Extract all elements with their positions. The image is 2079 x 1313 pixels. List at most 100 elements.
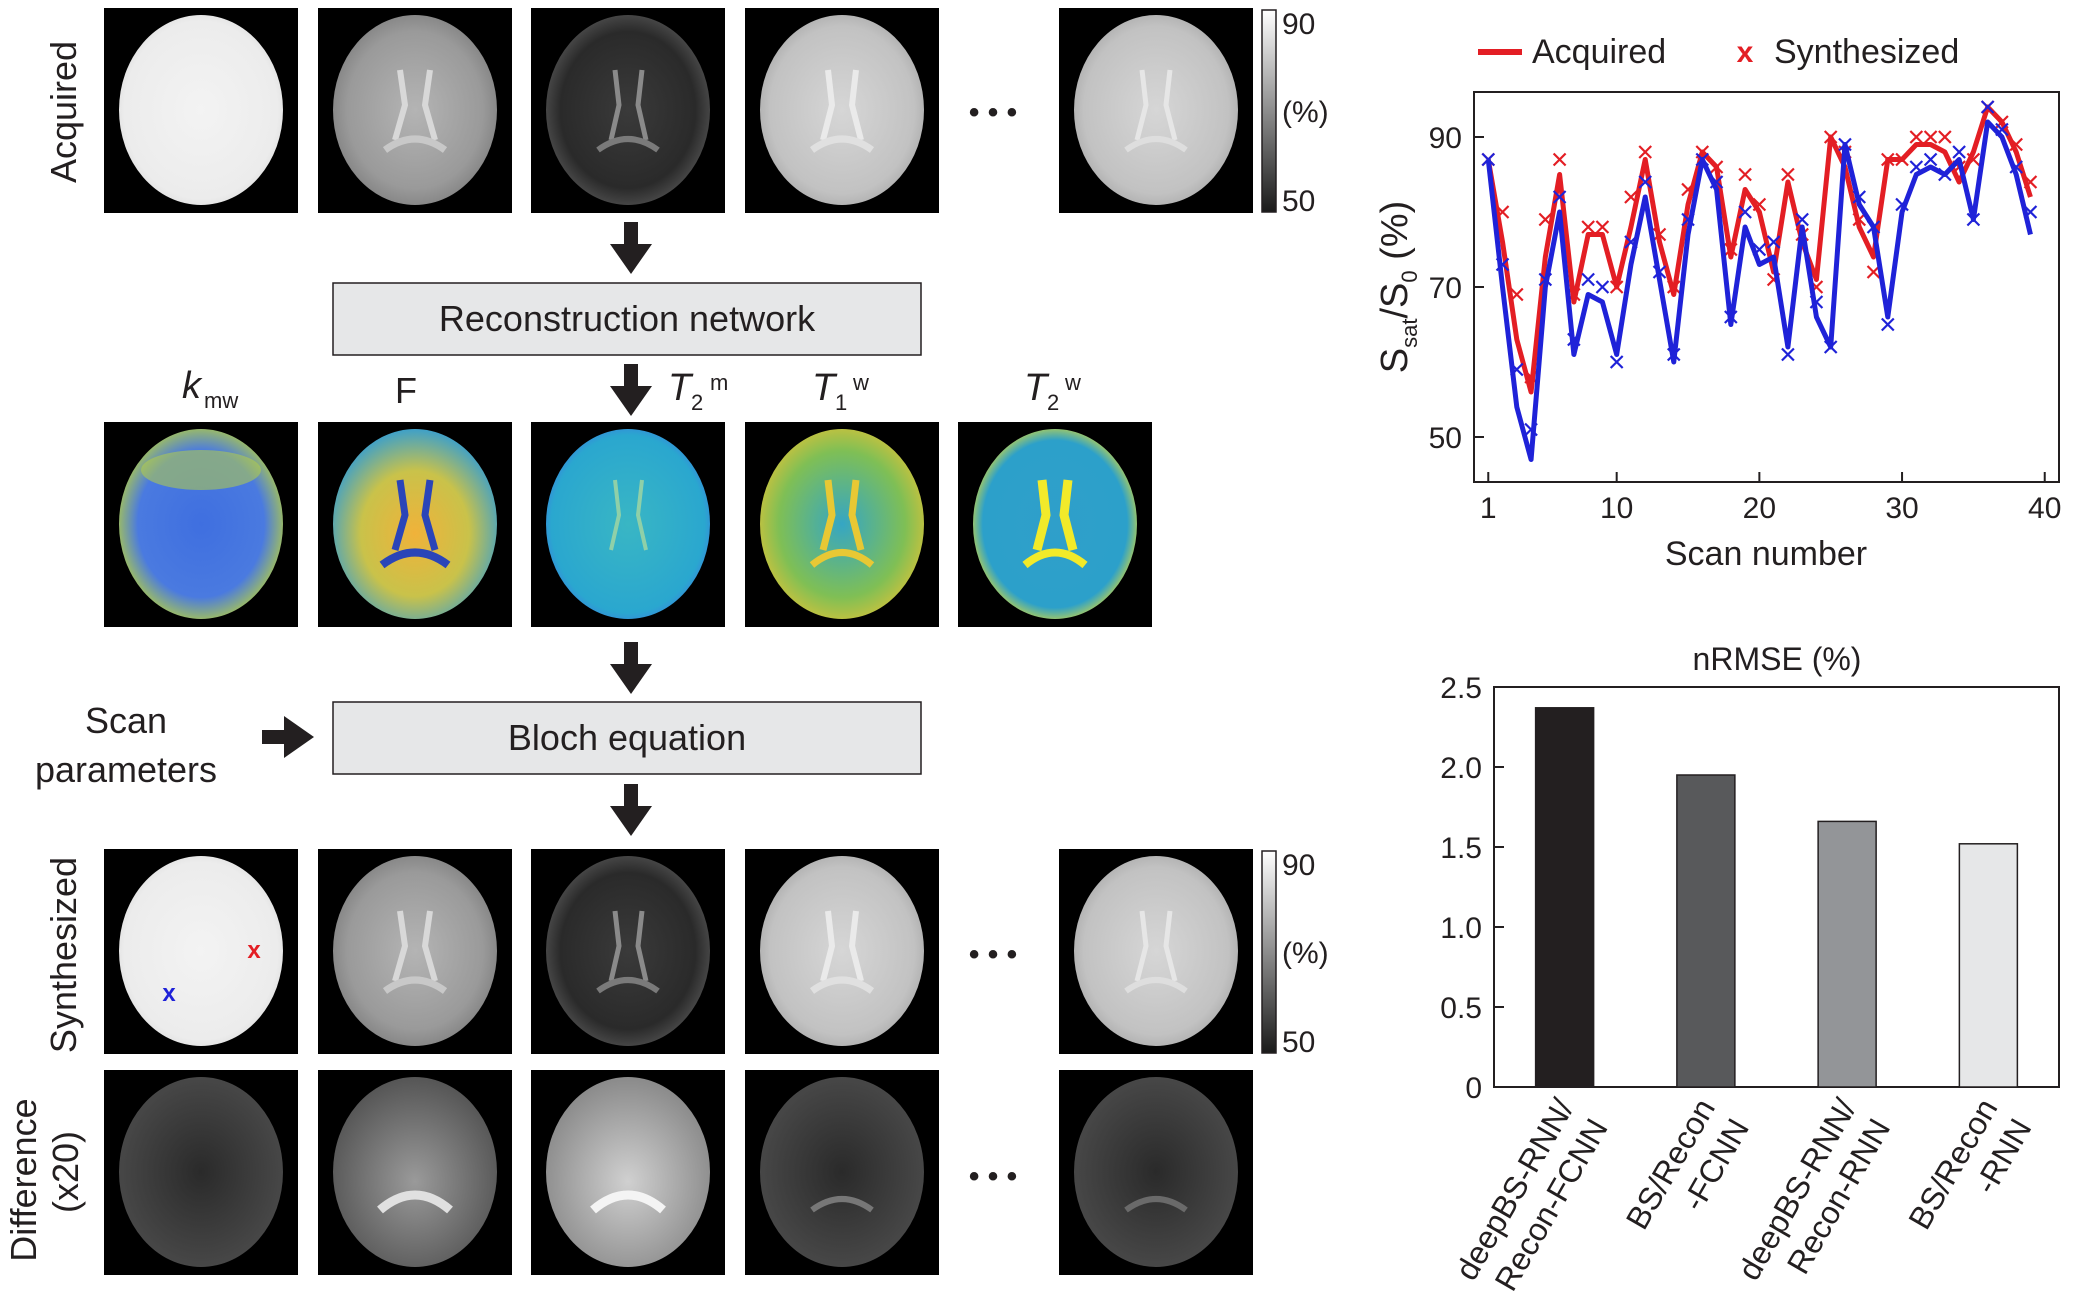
flow-arrow-2 xyxy=(610,364,652,416)
series-point xyxy=(1638,175,1652,189)
line-series-2 xyxy=(1485,119,2033,462)
bar-ytick-label: 0.5 xyxy=(1440,992,1482,1025)
series-point xyxy=(1681,212,1695,227)
series-point xyxy=(2009,137,2023,152)
line-chart-yticks: 50 70 90 xyxy=(1429,122,1484,455)
series-point xyxy=(1609,280,1624,294)
colorbar-unit: (%) xyxy=(1282,96,1329,129)
acquired-image-3 xyxy=(531,8,725,213)
series-point xyxy=(1995,122,2009,137)
series-point xyxy=(1595,280,1610,294)
bar-1 xyxy=(1676,774,1736,1088)
series-point xyxy=(1738,205,1752,219)
series-point xyxy=(1809,295,1824,309)
series-point xyxy=(1909,130,1924,144)
series-point xyxy=(1766,235,1781,249)
line-chart-series xyxy=(1481,100,2038,462)
difference-row: • • • xyxy=(104,1070,1253,1275)
series-point xyxy=(1624,190,1638,204)
series-point xyxy=(1881,317,1895,332)
line-xtick-label: 30 xyxy=(1885,492,1918,525)
series-line xyxy=(1485,119,2033,462)
bar-3 xyxy=(1958,843,2019,1088)
bar-chart-frame xyxy=(1493,686,2060,1088)
param-label-kmw: k mw xyxy=(182,365,238,413)
series-point xyxy=(1681,182,1695,197)
T2w-superscript: w xyxy=(1064,370,1081,395)
line-xtick-label: 10 xyxy=(1600,492,1633,525)
series-point xyxy=(1980,100,1995,114)
series-point xyxy=(1538,212,1553,227)
acquired-ellipsis: • • • xyxy=(969,96,1017,129)
acquired-image-2 xyxy=(318,8,512,213)
bar-chart-bars xyxy=(1534,707,2019,1088)
T1w-subscript: 1 xyxy=(835,390,847,415)
series-point xyxy=(1567,332,1581,347)
line-chart-ylabel: Ssat/S0 (%) xyxy=(1374,201,1422,374)
series-point xyxy=(1552,190,1567,204)
series-point xyxy=(1823,340,1838,354)
line-chart-legend: Acquired x Synthesized xyxy=(1478,33,1959,71)
red-marker: x xyxy=(247,937,261,964)
series-point xyxy=(2009,160,2023,174)
series-line xyxy=(1485,104,2033,395)
series-point xyxy=(1724,310,1738,324)
line-series-3 xyxy=(1481,100,2038,437)
series-point xyxy=(1952,145,1966,159)
bar-chart-title: nRMSE (%) xyxy=(1693,641,1862,677)
series-point xyxy=(1738,167,1752,182)
series-point xyxy=(1895,197,1909,212)
flow-arrow-4 xyxy=(610,784,652,836)
difference-image-2 xyxy=(318,1070,512,1275)
synthesized-image-3 xyxy=(531,849,725,1054)
series-point xyxy=(1881,152,1895,167)
reconstruction-network-label: Reconstruction network xyxy=(439,298,816,339)
series-point xyxy=(1838,137,1852,152)
row-label-synthesized: Synthesized xyxy=(43,857,84,1053)
bar-2 xyxy=(1817,820,1877,1088)
scan-parameters-line2: parameters xyxy=(35,749,217,790)
line-series-0 xyxy=(1485,104,2033,395)
T2m-map xyxy=(531,422,725,627)
synthesized-image-4 xyxy=(745,849,939,1054)
synthesized-image-1: x x xyxy=(104,849,298,1054)
flow-arrow-3 xyxy=(610,642,652,694)
series-point xyxy=(1524,422,1538,437)
param-label-T2w: T 2 w xyxy=(1024,367,1081,415)
legend-synthesized-label: Synthesized xyxy=(1774,33,1959,71)
T1w-map xyxy=(745,422,939,627)
ylabel-unit: (%) xyxy=(1374,201,1416,271)
series-point xyxy=(1652,227,1667,242)
T1w-superscript: w xyxy=(852,370,869,395)
bar-ytick-label: 1.0 xyxy=(1440,912,1482,945)
difference-ellipsis: • • • xyxy=(969,1160,1017,1193)
bloch-equation-box: Bloch equation xyxy=(332,701,922,775)
series-point xyxy=(1752,197,1767,212)
T2w-map xyxy=(958,422,1152,627)
reconstruction-network-box: Reconstruction network xyxy=(332,282,922,356)
line-ytick-label: 70 xyxy=(1429,272,1462,305)
synthesized-colorbar: 90 (%) 50 xyxy=(1261,849,1329,1059)
bar-ytick-label: 2.0 xyxy=(1440,752,1482,785)
T1w-symbol: T xyxy=(812,367,838,409)
scan-parameters-arrow xyxy=(262,716,314,758)
colorbar-max-2: 90 xyxy=(1282,849,1315,882)
kmw-subscript: mw xyxy=(204,388,238,413)
series-point xyxy=(1724,242,1738,257)
ylabel-S: S xyxy=(1374,348,1416,373)
series-point xyxy=(1595,220,1610,234)
T2m-superscript: m xyxy=(710,370,728,395)
series-point xyxy=(1781,167,1795,182)
line-ytick-label: 50 xyxy=(1429,422,1462,455)
line-xtick-label: 1 xyxy=(1480,492,1497,525)
series-point xyxy=(1923,130,1938,144)
series-point xyxy=(1481,152,1496,167)
T2m-symbol: T xyxy=(668,367,694,409)
acquired-row: • • • 90 (%) 50 xyxy=(104,8,1329,218)
series-point xyxy=(1666,280,1681,294)
colorbar-min-2: 50 xyxy=(1282,1026,1315,1059)
difference-image-5 xyxy=(1059,1070,1253,1275)
kmw-map xyxy=(104,422,298,627)
